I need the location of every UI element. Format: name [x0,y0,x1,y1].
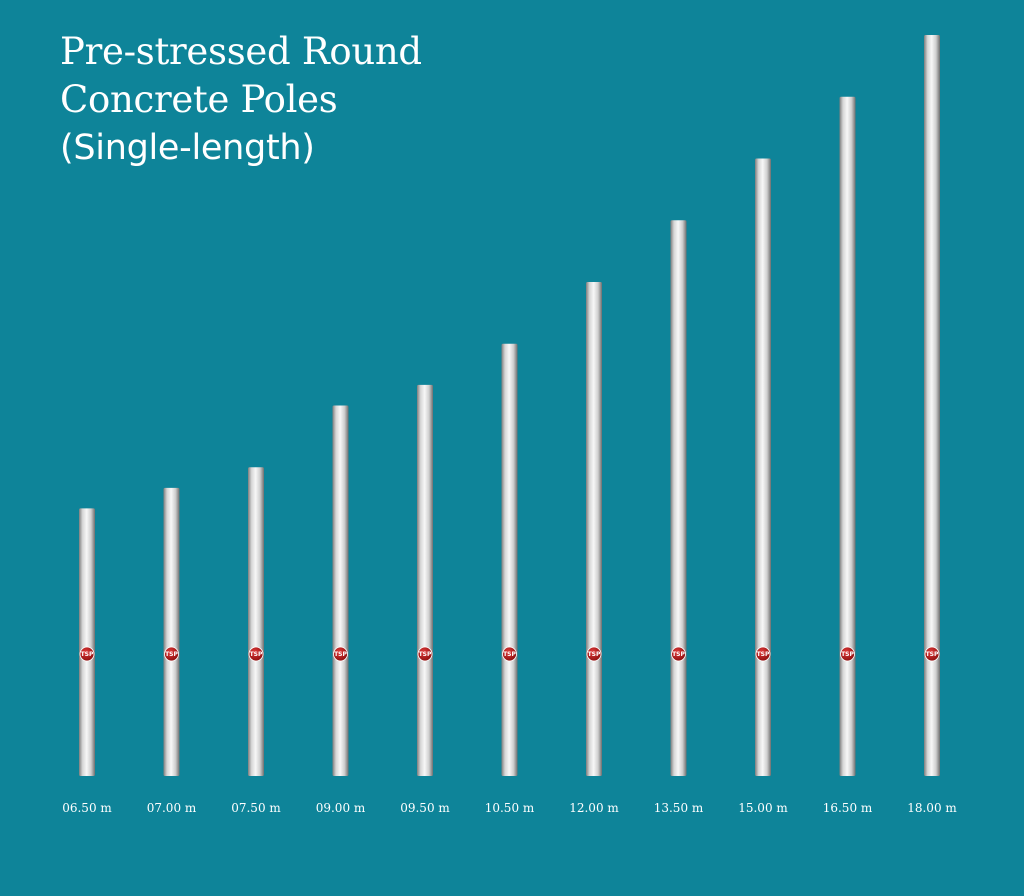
logo-badge-text: TSP [165,651,178,658]
logo-badge-text: TSP [672,651,685,658]
logo-badge-icon [755,646,771,662]
logo-badge-text: TSP [503,651,516,658]
poles-group: TSP TSP TSP TSP TSP TSP TSP TSP TSP TSP TSP [79,35,940,776]
x-tick-label: 16.50 m [823,801,873,815]
pole-bar [501,343,518,776]
logo-badge-text: TSP [757,651,770,658]
pole-bar [79,508,95,776]
logo-badge-icon [586,646,602,662]
x-tick-label: 12.00 m [569,801,619,815]
tick-labels-group: 06.50 m 07.00 m 07.50 m 09.00 m 09.50 m 10.50… [62,801,957,815]
x-tick-label: 07.00 m [147,801,197,815]
logo-badge-text: TSP [419,651,432,658]
pole-bar [248,467,264,776]
logo-badge-text: TSP [81,651,94,658]
x-tick-label: 18.00 m [907,801,957,815]
x-tick-label: 15.00 m [738,801,788,815]
logo-badge-icon [924,646,940,662]
logo-badge-text: TSP [841,651,854,658]
x-tick-label: 13.50 m [654,801,704,815]
logo-badge-text: TSP [926,651,939,658]
pole-bar [924,35,940,776]
logo-badge-text: TSP [250,651,263,658]
pole-bar [586,282,602,776]
chart-title: Pre-stressed Round Concrete Poles (Singl… [60,28,422,172]
pole-bar [163,487,180,776]
logo-badge-icon [248,646,264,662]
title-line-1: Pre-stressed Round [60,30,422,73]
logo-badge-icon [417,646,433,662]
x-tick-label: 09.50 m [400,801,450,815]
logo-badge-icon [79,646,95,662]
logo-badge-icon [164,646,179,662]
pole-bar [417,384,433,776]
pole-bar [332,405,349,776]
title-line-2: Concrete Poles [60,78,338,121]
logo-badge-text: TSP [334,651,347,658]
logo-badge-icon [671,646,686,662]
x-tick-label: 10.50 m [485,801,535,815]
x-tick-label: 06.50 m [62,801,112,815]
logo-badge-icon [840,646,855,662]
logo-badge-icon [333,646,348,662]
pole-bar [755,158,771,776]
logo-badge-text: TSP [588,651,601,658]
pole-bar [839,96,856,776]
logo-badge-icon [502,646,517,662]
x-tick-label: 09.00 m [316,801,366,815]
pole-bar [670,220,687,776]
x-tick-label: 07.50 m [231,801,281,815]
title-line-3: (Single-length) [60,128,315,168]
